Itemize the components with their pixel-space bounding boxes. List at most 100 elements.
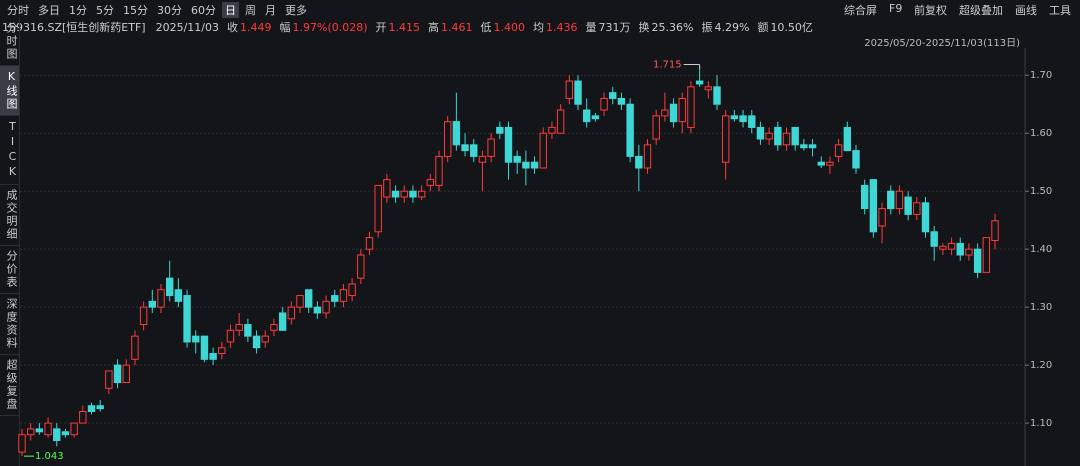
y-tick-label: 1.10 bbox=[1030, 418, 1052, 429]
date: 2025/11/03 bbox=[155, 21, 219, 34]
candle-body bbox=[131, 335, 139, 360]
candle-body bbox=[313, 306, 322, 314]
field-label: 低 bbox=[480, 21, 492, 34]
candle-body bbox=[461, 144, 469, 152]
candle-body bbox=[218, 347, 226, 355]
field-label: 振 bbox=[701, 21, 713, 34]
candle-body bbox=[852, 150, 860, 169]
candle-body bbox=[748, 115, 756, 128]
candle-body bbox=[18, 434, 26, 453]
period-tab[interactable]: 5分 bbox=[96, 4, 114, 17]
candle-body bbox=[244, 324, 252, 337]
candle-body bbox=[808, 144, 817, 149]
candle-body bbox=[652, 115, 660, 140]
candle-body bbox=[391, 190, 400, 198]
field-value: 1.97%(0.028) bbox=[292, 21, 368, 34]
candle-body bbox=[921, 202, 930, 233]
candle-body bbox=[148, 300, 157, 308]
candle-body bbox=[574, 80, 582, 105]
quote-bar: 159316.SZ[恒生创新药ETF] 2025/11/03 收 1.449 幅 1.97… bbox=[2, 19, 1078, 35]
side-tab[interactable]: TICK bbox=[0, 116, 19, 185]
candle-body bbox=[939, 245, 947, 250]
candle-body bbox=[982, 237, 991, 273]
period-tab[interactable]: 周 bbox=[245, 4, 256, 17]
candle-body bbox=[174, 289, 183, 302]
candle-body bbox=[322, 300, 330, 314]
tool-button[interactable]: 综合屏 bbox=[844, 4, 877, 17]
candle-body bbox=[565, 80, 574, 99]
y-tick-label: 1.20 bbox=[1030, 360, 1052, 371]
candle-body bbox=[774, 126, 782, 146]
candle-body bbox=[826, 161, 834, 166]
candle-body bbox=[556, 109, 565, 134]
candle-body bbox=[591, 115, 600, 120]
tool-button[interactable]: 工具 bbox=[1049, 4, 1071, 17]
period-tab[interactable]: 1分 bbox=[69, 4, 87, 17]
candle-body bbox=[296, 295, 304, 308]
side-tab[interactable]: 分时图 bbox=[0, 18, 19, 66]
field-label: 换 bbox=[638, 21, 650, 34]
candle-body bbox=[704, 86, 713, 91]
tool-button[interactable]: 前复权 bbox=[914, 4, 947, 17]
candle-body bbox=[357, 254, 365, 279]
field-value: 1.449 bbox=[240, 21, 272, 34]
field-label: 量 bbox=[585, 21, 597, 34]
side-tab[interactable]: 深度资料 bbox=[0, 294, 19, 355]
candle-body bbox=[304, 289, 313, 308]
candle-body bbox=[817, 161, 825, 166]
candle-body bbox=[617, 97, 626, 105]
range-label: 2025/05/20-2025/11/03(113日) bbox=[864, 38, 1020, 49]
candle-body bbox=[991, 220, 999, 241]
candle-body bbox=[956, 242, 964, 256]
candle-body bbox=[339, 289, 348, 302]
candle-body bbox=[504, 126, 513, 163]
candle-body bbox=[791, 126, 799, 146]
period-tab[interactable]: 更多 bbox=[285, 4, 307, 17]
side-tab[interactable]: 分价表 bbox=[0, 246, 19, 294]
field-label: 额 bbox=[757, 21, 769, 34]
candle-body bbox=[53, 428, 61, 441]
candle-body bbox=[721, 115, 730, 163]
period-tab[interactable]: 日 bbox=[222, 2, 239, 18]
candle-body bbox=[496, 126, 504, 134]
candle-body bbox=[887, 190, 895, 210]
candle-body bbox=[365, 237, 374, 250]
candle-body bbox=[965, 248, 973, 256]
candle-body bbox=[782, 132, 791, 146]
tool-button[interactable]: 画线 bbox=[1015, 4, 1037, 17]
candle-body bbox=[765, 132, 773, 140]
candle-body bbox=[643, 144, 652, 169]
candle-body bbox=[61, 431, 70, 436]
toolbar: 分时 多日 1分 5分 15分 30分 60分日周月更多 工具 画线 超级叠加 前复权 F9 综合屏 bbox=[0, 0, 1080, 18]
candle-body bbox=[278, 312, 287, 331]
candle-body bbox=[35, 428, 44, 433]
candle-body bbox=[287, 306, 296, 320]
candle-body bbox=[843, 126, 852, 152]
side-tab[interactable]: K线图 bbox=[0, 66, 19, 116]
period-tab[interactable]: 15分 bbox=[123, 4, 148, 17]
candle-body bbox=[687, 86, 695, 128]
candle-body bbox=[739, 115, 747, 123]
field-value: 25.36% bbox=[651, 21, 694, 34]
period-tab[interactable]: 30分 bbox=[157, 4, 182, 17]
candle-body bbox=[200, 335, 209, 360]
candle-body bbox=[470, 144, 478, 157]
candle-body bbox=[530, 161, 539, 169]
period-tab[interactable]: 多日 bbox=[38, 4, 60, 17]
period-tab[interactable]: 分时 bbox=[7, 4, 29, 17]
side-tab[interactable]: 超级复盘 bbox=[0, 355, 19, 416]
tool-button[interactable]: F9 bbox=[889, 2, 903, 15]
candle-body bbox=[374, 184, 382, 233]
candle-body bbox=[192, 335, 200, 343]
candle-body bbox=[44, 422, 52, 436]
tool-button[interactable]: 超级叠加 bbox=[959, 4, 1003, 17]
side-tab[interactable]: 成交明细 bbox=[0, 185, 19, 246]
period-tab[interactable]: 60分 bbox=[191, 4, 216, 17]
period-tab[interactable]: 月 bbox=[265, 4, 276, 17]
candle-body bbox=[252, 335, 261, 349]
candle-body bbox=[70, 422, 78, 436]
candle-body bbox=[426, 179, 435, 186]
candle-body bbox=[913, 202, 921, 215]
